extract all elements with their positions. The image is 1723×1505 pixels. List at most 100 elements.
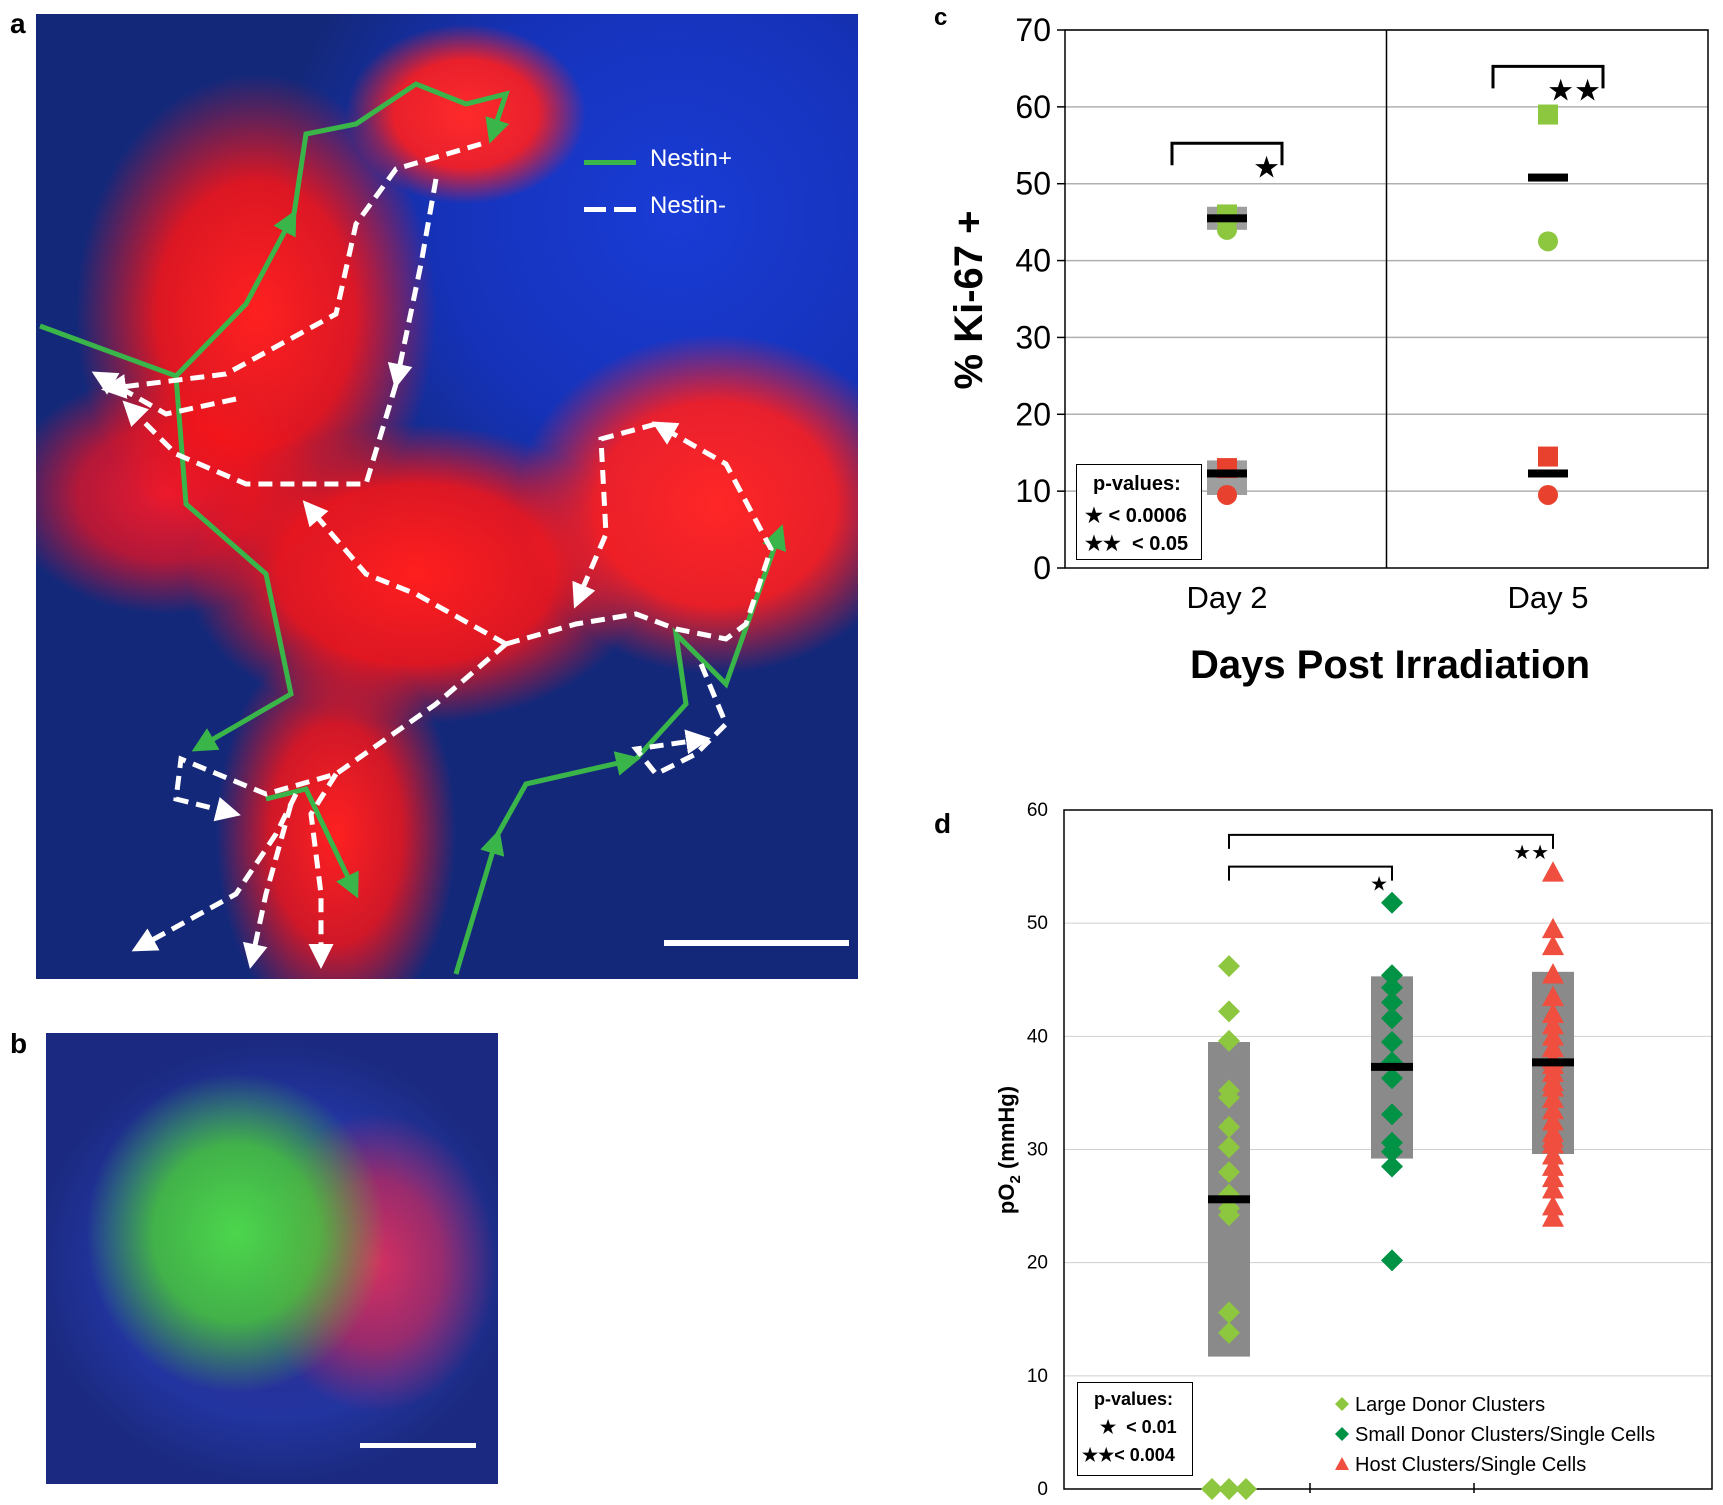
pvalue-box-c-line-1: ★ < 0.0006: [1085, 505, 1187, 527]
c-mean-bar: [1207, 214, 1247, 223]
d-data-point: [1542, 1036, 1564, 1057]
d-data-point: [1381, 1249, 1403, 1272]
c-mean-bar: [1528, 469, 1568, 478]
c-significance-bracket: [1170, 141, 1284, 166]
d-plot-frame: [1063, 809, 1713, 1490]
d-data-point: [1218, 1204, 1240, 1227]
d-data-point: [1542, 1014, 1564, 1035]
d-significance-bracket: [1228, 833, 1554, 849]
d-y-tick-label: 50: [1027, 913, 1048, 934]
c-significance-stars: ★: [1253, 151, 1280, 184]
d-data-point: [1381, 1103, 1403, 1126]
pvalue-box-d: p-values: ★ < 0.01 ★★< 0.004: [1077, 1382, 1193, 1476]
d-data-point: [1381, 1140, 1403, 1163]
vessel-tracing-overlay: [39, 81, 787, 975]
legend-nestin-negative-line: [584, 207, 636, 212]
c-mean-bar: [1207, 469, 1247, 478]
d-data-point: [1381, 891, 1403, 914]
c-y-tick-label: 50: [1015, 166, 1051, 202]
legend-nestin-positive-label: Nestin+: [650, 145, 733, 172]
d-data-point: [1542, 1076, 1564, 1097]
panel-b-label: b: [10, 1028, 28, 1059]
c-x-tick-label: Day 5: [1508, 580, 1589, 615]
d-data-point: [1542, 1132, 1564, 1154]
c-data-point: [1538, 446, 1558, 467]
pvalue-box-c-title: p-values:: [1093, 473, 1181, 495]
d-data-point: [1542, 1110, 1564, 1131]
d-data-point: [1381, 991, 1403, 1014]
d-mean-bar: [1371, 1062, 1413, 1071]
panel-c-label: c: [934, 4, 948, 31]
d-data-point: [1542, 1098, 1564, 1120]
d-data-point: [1381, 964, 1403, 987]
d-data-point: [1542, 934, 1564, 956]
d-data-point: [1542, 917, 1564, 939]
c-data-point: [1217, 219, 1237, 240]
d-y-tick-label: 40: [1027, 1026, 1048, 1047]
d-legend-marker: [1335, 1457, 1349, 1470]
c-y-axis-title: % Ki-67 +: [947, 211, 991, 390]
d-data-point: [1542, 1195, 1564, 1216]
d-mean-bar: [1532, 1058, 1574, 1067]
d-mean-bar: [1208, 1195, 1250, 1204]
micrograph-b: [46, 1033, 498, 1484]
pvalue-box-d-line-1: ★ < 0.01: [1100, 1417, 1177, 1437]
d-data-point: [1542, 1025, 1564, 1046]
d-data-point: [1218, 1301, 1240, 1324]
c-y-tick-label: 20: [1015, 396, 1051, 432]
d-data-point: [1381, 1030, 1403, 1053]
d-legend-label: Small Donor Clusters/Single Cells: [1355, 1424, 1655, 1446]
d-data-point: [1542, 1087, 1564, 1108]
d-data-point: [1542, 1144, 1564, 1165]
d-y-tick-label: 0: [1037, 1479, 1048, 1500]
d-y-axis-title: pO2 (mmHg): [994, 1086, 1024, 1214]
d-data-point: [1218, 1000, 1240, 1023]
d-y-tick-label: 20: [1027, 1253, 1048, 1274]
micrograph-a: Nestin+ Nestin-: [36, 14, 858, 979]
d-data-point: [1381, 1007, 1403, 1030]
c-y-tick-label: 40: [1015, 243, 1051, 279]
d-data-point: [1201, 1478, 1223, 1500]
c-y-tick-label: 60: [1015, 89, 1051, 125]
panel-d-label: d: [934, 808, 952, 839]
c-x-axis-title: Days Post Irradiation: [1190, 643, 1590, 687]
c-x-tick-label: Day 2: [1187, 580, 1268, 615]
d-data-point: [1218, 1478, 1240, 1500]
pvalue-box-d-title: p-values:: [1094, 1389, 1174, 1409]
d-data-point: [1542, 1166, 1564, 1188]
c-y-tick-label: 70: [1015, 12, 1051, 48]
d-legend-marker: [1335, 1397, 1349, 1411]
d-significance-stars: ★★: [1513, 842, 1549, 864]
d-significance-stars: ★: [1370, 874, 1388, 896]
d-data-point: [1542, 1002, 1564, 1024]
c-significance-bracket: [1491, 64, 1605, 89]
c-significance-stars: ★★: [1547, 74, 1601, 107]
d-legend-label: Host Clusters/Single Cells: [1355, 1454, 1586, 1476]
d-data-point: [1218, 1115, 1240, 1138]
legend-nestin-negative-label: Nestin-: [650, 192, 727, 219]
legend-nestin-positive-line: [584, 160, 636, 165]
c-data-point: [1538, 104, 1558, 125]
d-data-point: [1218, 955, 1240, 978]
d-legend-label: Large Donor Clusters: [1355, 1394, 1545, 1416]
d-data-point: [1218, 1161, 1240, 1184]
d-data-point: [1218, 1136, 1240, 1159]
pvalue-box-c-line-2: ★★ < 0.05: [1085, 533, 1189, 555]
d-y-tick-label: 30: [1027, 1140, 1048, 1161]
d-data-point: [1542, 1178, 1564, 1199]
pvalue-box-c: p-values: ★ < 0.0006 ★★ < 0.05: [1076, 464, 1202, 560]
c-data-point: [1538, 231, 1558, 252]
pvalue-box-d-line-2: ★★< 0.004: [1082, 1445, 1175, 1465]
d-data-point: [1218, 1321, 1240, 1344]
scale-bar-b: [360, 1443, 476, 1448]
c-mean-bar: [1528, 173, 1568, 182]
panel-a-label: a: [10, 8, 26, 39]
c-y-tick-label: 0: [1033, 550, 1051, 586]
d-y-tick-label: 10: [1027, 1366, 1048, 1387]
d-significance-bracket: [1228, 865, 1393, 881]
c-data-point: [1538, 484, 1558, 505]
c-y-tick-label: 30: [1015, 319, 1051, 355]
d-data-point: [1542, 985, 1564, 1007]
c-y-tick-label: 10: [1015, 473, 1051, 509]
